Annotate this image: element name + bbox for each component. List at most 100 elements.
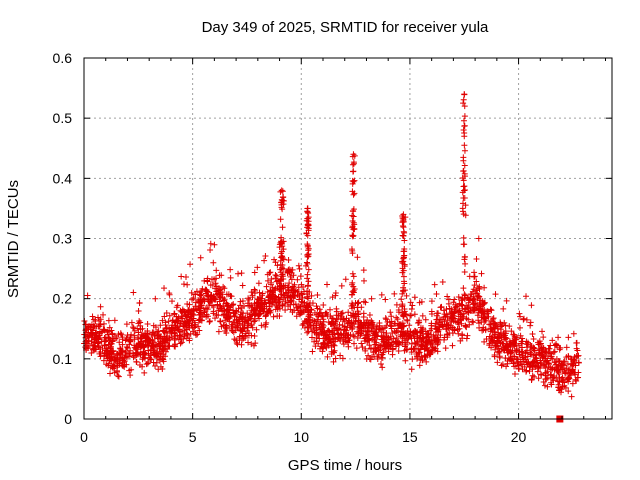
data-point: [206, 317, 213, 324]
data-point: [444, 321, 451, 328]
data-point: [441, 336, 448, 343]
data-point: [338, 282, 345, 289]
data-point: [157, 322, 164, 329]
data-point: [368, 295, 375, 302]
data-point: [356, 324, 363, 331]
data-point: [367, 345, 374, 352]
data-point: [394, 325, 401, 332]
data-point: [330, 358, 337, 365]
data-point: [246, 296, 253, 303]
data-point: [403, 292, 410, 299]
data-point: [523, 359, 530, 366]
data-point: [546, 345, 553, 352]
data-point: [565, 334, 572, 341]
data-point: [417, 324, 424, 331]
data-point: [320, 302, 327, 309]
data-point: [107, 370, 114, 377]
data-point: [331, 349, 338, 356]
data-point: [308, 307, 315, 314]
data-point: [327, 306, 334, 313]
data-point: [258, 322, 265, 329]
data-point: [96, 344, 103, 351]
data-point: [180, 281, 187, 288]
data-point: [431, 281, 438, 288]
data-point: [285, 256, 292, 263]
data-point: [212, 280, 219, 287]
data-point: [506, 323, 513, 330]
data-point: [466, 304, 473, 311]
data-point: [473, 255, 480, 262]
spike-point: [349, 250, 356, 257]
data-point: [360, 267, 367, 274]
spike-point: [460, 285, 467, 292]
data-point: [194, 331, 201, 338]
spike-point: [460, 117, 467, 124]
data-point: [127, 347, 134, 354]
data-point: [566, 371, 573, 378]
data-point: [422, 316, 429, 323]
data-point: [517, 313, 524, 320]
data-point: [554, 378, 561, 385]
data-point: [320, 316, 327, 323]
data-point: [401, 322, 408, 329]
data-point: [498, 330, 505, 337]
data-point: [268, 275, 275, 282]
spike-point: [280, 256, 287, 263]
data-point: [147, 350, 154, 357]
data-point: [320, 340, 327, 347]
data-point: [217, 305, 224, 312]
data-point: [173, 304, 180, 311]
data-point: [274, 262, 281, 269]
data-point: [359, 344, 366, 351]
data-point: [313, 335, 320, 342]
y-axis-label: SRMTID / TECUs: [5, 180, 22, 298]
data-point: [203, 286, 210, 293]
data-point: [274, 306, 281, 313]
data-point: [101, 326, 108, 333]
data-point: [188, 289, 195, 296]
data-point: [393, 301, 400, 308]
data-point: [152, 352, 159, 359]
data-point: [539, 344, 546, 351]
data-point: [106, 335, 113, 342]
data-point: [166, 342, 173, 349]
data-point: [248, 332, 255, 339]
data-point: [555, 358, 562, 365]
data-point: [285, 284, 292, 291]
data-point: [234, 324, 241, 331]
data-point: [141, 355, 148, 362]
data-point: [204, 306, 211, 313]
data-point: [261, 299, 268, 306]
data-point: [243, 316, 250, 323]
spike-point: [348, 291, 355, 298]
data-point: [437, 332, 444, 339]
data-point: [400, 323, 407, 330]
spike-point: [462, 186, 469, 193]
spike-point: [279, 271, 286, 278]
data-point: [374, 356, 381, 363]
data-point: [362, 299, 369, 306]
spike-point: [277, 261, 284, 268]
spike-point: [460, 96, 467, 103]
data-point: [401, 331, 408, 338]
spike-point: [461, 253, 468, 260]
spike-point: [304, 222, 311, 229]
data-point: [323, 311, 330, 318]
data-point: [169, 317, 176, 324]
data-point: [184, 281, 191, 288]
data-point: [447, 324, 454, 331]
data-point: [439, 321, 446, 328]
data-point: [507, 355, 514, 362]
data-point: [410, 331, 417, 338]
data-point: [529, 372, 536, 379]
data-point: [92, 318, 99, 325]
data-point: [329, 321, 336, 328]
data-point: [368, 325, 375, 332]
data-point: [553, 361, 560, 368]
data-point: [174, 332, 181, 339]
data-point: [233, 340, 240, 347]
data-point: [362, 347, 369, 354]
data-point: [498, 362, 505, 369]
spike-point: [349, 218, 356, 225]
data-point: [522, 356, 529, 363]
